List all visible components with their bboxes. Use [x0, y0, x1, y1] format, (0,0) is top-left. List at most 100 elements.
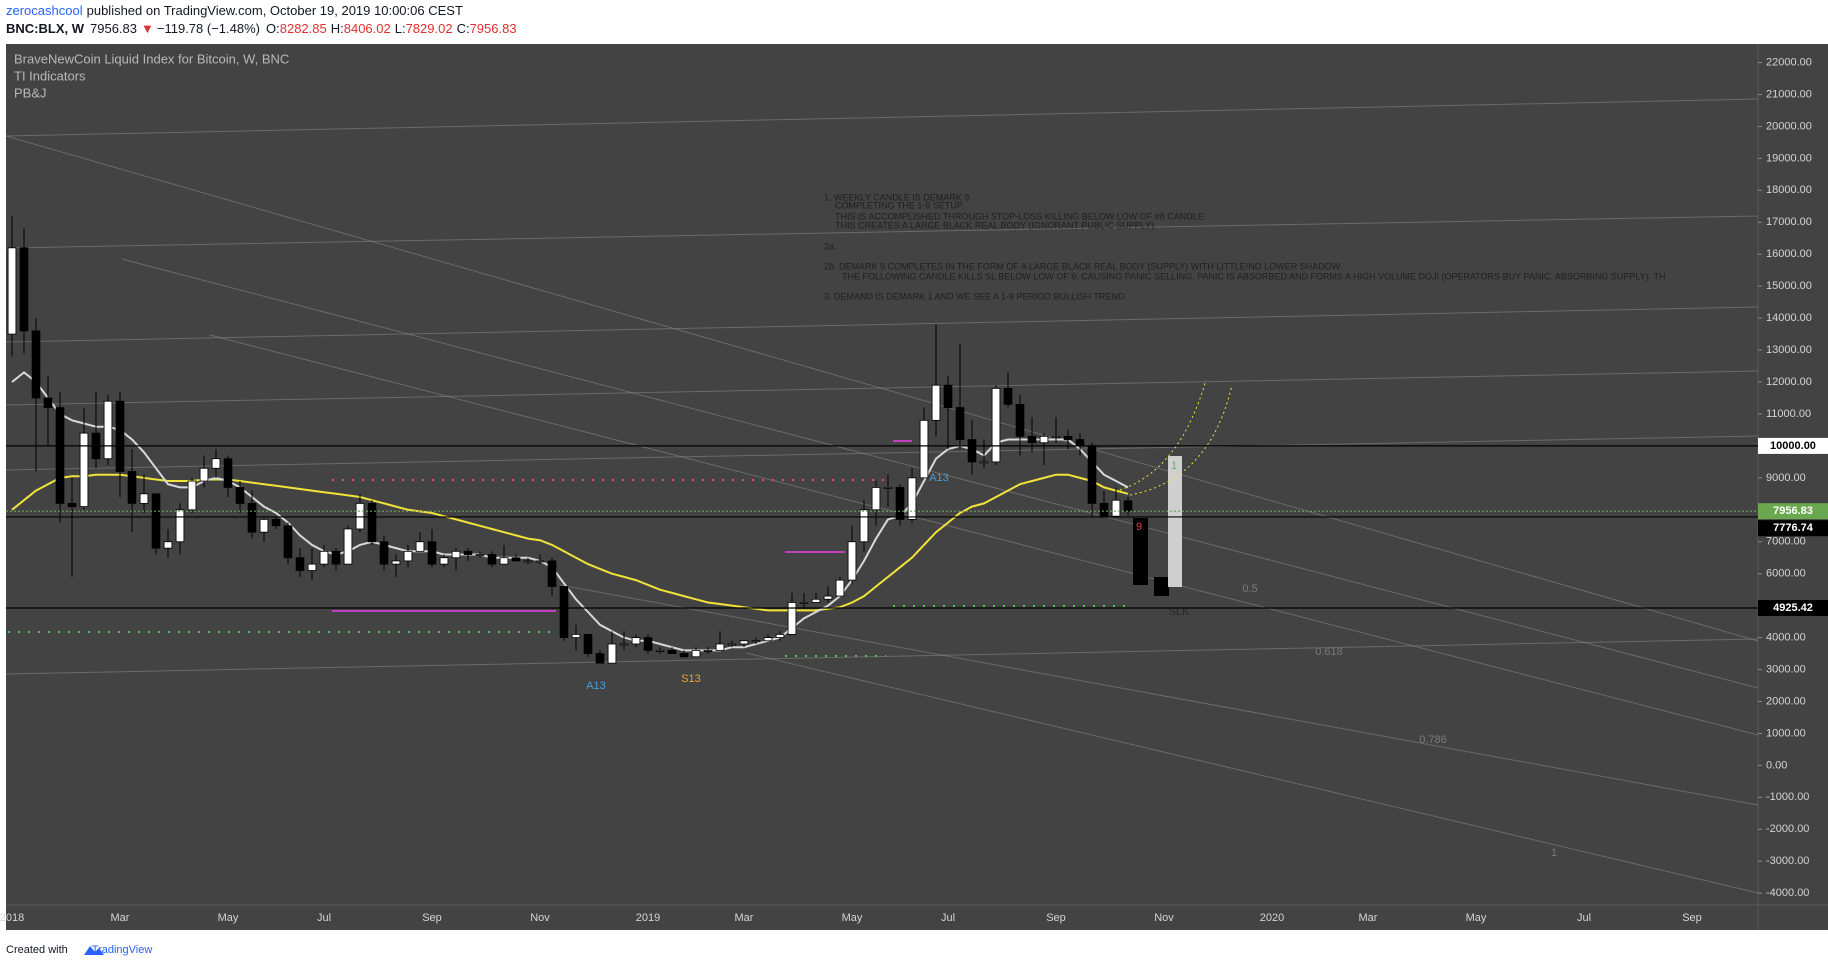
note-text: COMPLETING THE 1-9 SETUP.	[835, 200, 964, 210]
footer-created: Created with	[6, 944, 68, 956]
header-line: zerocashcool published on TradingView.com…	[6, 3, 463, 18]
candle-body	[247, 503, 257, 533]
candle-body	[67, 503, 77, 508]
candle-body	[571, 634, 581, 638]
candle-body	[187, 480, 197, 511]
candle-body	[451, 550, 461, 559]
y-tick-label: 0.00	[1766, 759, 1787, 771]
candle-body	[271, 518, 281, 527]
y-tick-label: 16000.00	[1766, 248, 1812, 260]
candle-body	[787, 602, 797, 635]
candle-body	[703, 649, 713, 652]
arrow: ▼	[141, 21, 154, 36]
note-text: 3. DEMAND IS DEMARK 1 AND WE SEE A 1-9 P…	[824, 291, 1127, 301]
y-tick-label: 14000.00	[1766, 312, 1812, 324]
x-tick-label: Nov	[530, 912, 550, 924]
candle-body	[895, 487, 905, 520]
y-tick-label: 7000.00	[1766, 536, 1806, 548]
candle-body	[919, 419, 929, 479]
annotation: SLK	[1169, 606, 1190, 618]
candle-body	[259, 518, 269, 533]
candle-body	[295, 557, 305, 571]
y-tick-label: 13000.00	[1766, 344, 1812, 356]
candle-body	[1111, 499, 1121, 517]
footer-brand[interactable]: TradingView	[92, 944, 153, 956]
y-tick-label: 19000.00	[1766, 152, 1812, 164]
candle-body	[79, 432, 89, 508]
y-tick-label: 2000.00	[1766, 695, 1806, 707]
ohlc-label: O:	[266, 21, 280, 36]
candle-body	[667, 649, 677, 654]
candle-body	[871, 487, 881, 511]
x-tick-label: Jul	[941, 912, 955, 924]
note-text: THIS IS ACCOMPLISHED THROUGH STOP-LOSS K…	[835, 211, 1206, 221]
candle-body	[283, 525, 293, 559]
y-tick-label: -3000.00	[1766, 855, 1809, 867]
annotation: A13	[929, 472, 949, 484]
candle-body	[763, 637, 773, 642]
candle-body	[619, 643, 629, 646]
annotation: 1	[1551, 847, 1557, 859]
x-tick-label: Sep	[1046, 912, 1066, 924]
ohlc-value: 7829.02	[406, 21, 453, 36]
y-tick-label: 17000.00	[1766, 216, 1812, 228]
candle-body	[631, 637, 641, 645]
candle-body	[511, 557, 521, 562]
candle-body	[1099, 503, 1109, 517]
candle-body	[559, 586, 569, 638]
indicator-label: TI Indicators	[14, 68, 86, 83]
y-tick-label: 22000.00	[1766, 56, 1812, 68]
candle-body	[811, 598, 821, 603]
candle-body	[1087, 445, 1097, 504]
y-tick-label: 6000.00	[1766, 568, 1806, 580]
y-tick-label: 20000.00	[1766, 120, 1812, 132]
candle-body	[415, 541, 425, 552]
candle-body	[343, 528, 353, 565]
author[interactable]: zerocashcool	[6, 3, 83, 18]
candle-body	[139, 493, 149, 504]
annotation: 0.618	[1315, 646, 1343, 658]
note-text: THE FOLLOWING CANDLE KILLS SL BELOW LOW …	[842, 271, 1666, 281]
candle-body	[823, 595, 833, 600]
candle-body	[751, 640, 761, 643]
x-tick-label: May	[218, 912, 239, 924]
price-label-box	[1758, 520, 1828, 537]
candle-body	[235, 487, 245, 504]
moving-average	[11, 371, 1129, 652]
candle-body	[1003, 387, 1013, 405]
x-tick-label: 2019	[636, 912, 660, 924]
price-label-box	[1758, 437, 1828, 454]
candle-body	[943, 384, 953, 408]
candle-body	[319, 550, 329, 565]
candle-body	[403, 550, 413, 562]
candle-body	[679, 653, 689, 658]
candle-body	[859, 509, 869, 543]
x-tick-label: Mar	[735, 912, 754, 924]
x-tick-label: Jul	[1577, 912, 1591, 924]
annotation: A13	[586, 680, 606, 692]
moving-average	[11, 473, 1129, 612]
candle-body	[475, 554, 485, 556]
candle-body	[439, 557, 449, 565]
candle-body	[799, 602, 809, 604]
candle-body	[499, 557, 509, 565]
candle-body	[523, 560, 533, 563]
level-markers	[8, 440, 1125, 657]
price-label-box	[1758, 503, 1828, 520]
candle-body	[391, 560, 401, 565]
candle-body	[367, 503, 377, 543]
brand-logo	[84, 946, 104, 955]
candle-body	[463, 550, 473, 555]
plot-area: 1. WEEKLY CANDLE IS DEMARK 9.COMPLETING …	[7, 192, 1666, 859]
candle-body	[1051, 435, 1061, 438]
price-label: 4925.42	[1773, 602, 1813, 614]
y-tick-label: 15000.00	[1766, 280, 1812, 292]
candle-body	[103, 400, 113, 460]
candle-body	[1075, 439, 1085, 447]
y-tick-label: 1000.00	[1766, 727, 1806, 739]
x-tick-label: Sep	[422, 912, 442, 924]
ohlc-value: 8282.85	[280, 21, 327, 36]
y-tick-label: 9000.00	[1766, 472, 1806, 484]
